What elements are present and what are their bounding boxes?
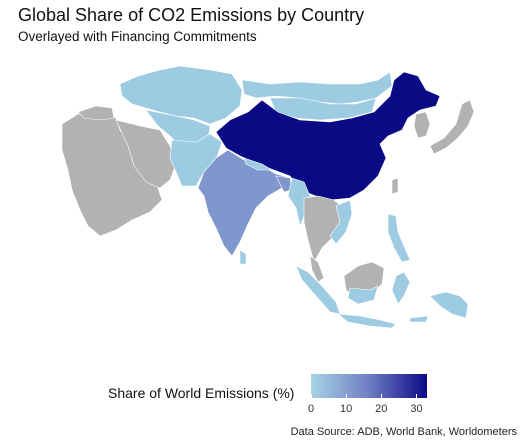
region-java bbox=[337, 313, 397, 329]
region-new-guinea bbox=[429, 291, 469, 319]
legend-tick-label: 20 bbox=[375, 403, 388, 415]
legend-tick-label: 0 bbox=[307, 403, 315, 415]
legend-tick-mark bbox=[311, 394, 312, 398]
page-subtitle: Overlayed with Financing Commitments bbox=[18, 29, 257, 44]
region-malaysia bbox=[309, 255, 325, 283]
region-taiwan bbox=[391, 177, 399, 195]
page-title: Global Share of CO2 Emissions by Country bbox=[18, 5, 365, 25]
legend-title: Share of World Emissions (%) bbox=[108, 385, 295, 401]
legend-tick-mark bbox=[346, 394, 348, 398]
region-nepal bbox=[243, 157, 273, 171]
region-vietnam bbox=[329, 199, 353, 245]
region-sri-lanka bbox=[239, 249, 247, 265]
legend-tick-mark bbox=[381, 394, 383, 398]
legend-tick-label: 10 bbox=[340, 403, 353, 415]
region-turkey bbox=[77, 105, 115, 121]
region-borneo-south bbox=[347, 285, 379, 305]
region-india bbox=[197, 149, 291, 257]
legend-tick-mark bbox=[416, 394, 418, 398]
region-kazakhstan bbox=[119, 65, 243, 125]
region-russia bbox=[241, 71, 393, 105]
region-iran bbox=[115, 119, 177, 189]
data-source-caption: Data Source: ADB, World Bank, Worldomete… bbox=[290, 426, 517, 438]
legend-colorbar bbox=[311, 374, 427, 398]
region-sulawesi bbox=[391, 271, 411, 305]
legend-tick-label: 30 bbox=[410, 403, 423, 415]
region-korea bbox=[413, 111, 431, 139]
region-japan bbox=[429, 99, 475, 155]
region-philippines bbox=[387, 213, 411, 263]
region-timor bbox=[409, 315, 429, 323]
